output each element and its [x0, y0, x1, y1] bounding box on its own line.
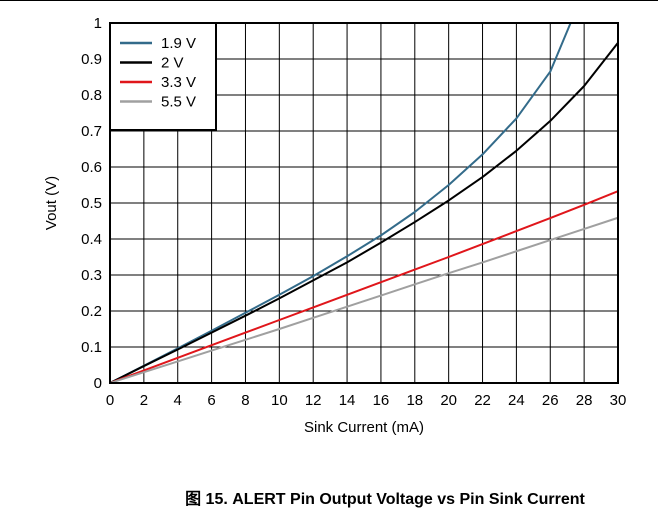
- x-tick-labels: 0 2 4 6 8 10 12 14 16 18 20 22 24 26 28 30: [106, 392, 627, 409]
- x-tick-label: 18: [406, 392, 423, 409]
- series-line: [110, 190, 618, 383]
- x-tick-label: 28: [576, 392, 593, 409]
- x-tick-label: 14: [339, 392, 356, 409]
- x-tick-label: 6: [207, 392, 215, 409]
- series-line: [110, 216, 618, 383]
- y-tick-label: 0.5: [81, 195, 102, 212]
- figure-caption-text: 图 15. ALERT Pin Output Voltage vs Pin Si…: [185, 491, 585, 508]
- y-tick-label: 0.1: [81, 339, 102, 356]
- x-tick-label: 22: [474, 392, 491, 409]
- x-tick-label: 12: [305, 392, 322, 409]
- y-tick-label: 0.3: [81, 267, 102, 284]
- y-tick-label: 0.2: [81, 303, 102, 320]
- y-tick-label: 0.7: [81, 123, 102, 140]
- legend-label: 5.5 V: [161, 94, 196, 111]
- y-axis-label: Vout (V): [43, 176, 60, 230]
- header-rule: [0, 0, 658, 1]
- chart-svg: 0 2 4 6 8 10 12 14 16 18 20 22 24 26 28 30 00.10.20.30.…: [43, 15, 627, 436]
- series-line: [110, 23, 572, 383]
- y-tick-label: 0.4: [81, 231, 102, 248]
- x-axis-label: Sink Current (mA): [304, 419, 424, 436]
- y-tick-label: 1: [94, 15, 102, 32]
- legend: 1.9 V 2 V 3.3 V 5.5 V: [109, 22, 217, 131]
- y-tick-label: 0: [94, 375, 102, 392]
- x-tick-label: 4: [174, 392, 182, 409]
- y-tick-label: 0.6: [81, 159, 102, 176]
- legend-label: 2 V: [161, 55, 184, 72]
- x-tick-label: 10: [271, 392, 288, 409]
- y-tick-label: 0.9: [81, 51, 102, 68]
- figure-caption: 图 15. ALERT Pin Output Voltage vs Pin Si…: [0, 485, 658, 509]
- series-line: [110, 42, 618, 383]
- legend-label: 1.9 V: [161, 35, 196, 52]
- legend-label: 3.3 V: [161, 74, 196, 91]
- x-tick-label: 24: [508, 392, 525, 409]
- x-tick-label: 20: [440, 392, 457, 409]
- x-tick-label: 26: [542, 392, 559, 409]
- x-tick-label: 0: [106, 392, 114, 409]
- y-tick-labels: 0 0.1 0.2 0.3 0.4 0.5 0.6 0.7 0.8 0.9 1: [81, 15, 102, 392]
- x-tick-label: 30: [610, 392, 627, 409]
- x-tick-label: 8: [241, 392, 249, 409]
- plot-frame: [109, 22, 619, 384]
- x-tick-label: 2: [140, 392, 148, 409]
- series-lines: [110, 23, 618, 383]
- x-tick-label: 16: [373, 392, 390, 409]
- y-tick-label: 0.8: [81, 87, 102, 104]
- legend-box: [109, 22, 217, 131]
